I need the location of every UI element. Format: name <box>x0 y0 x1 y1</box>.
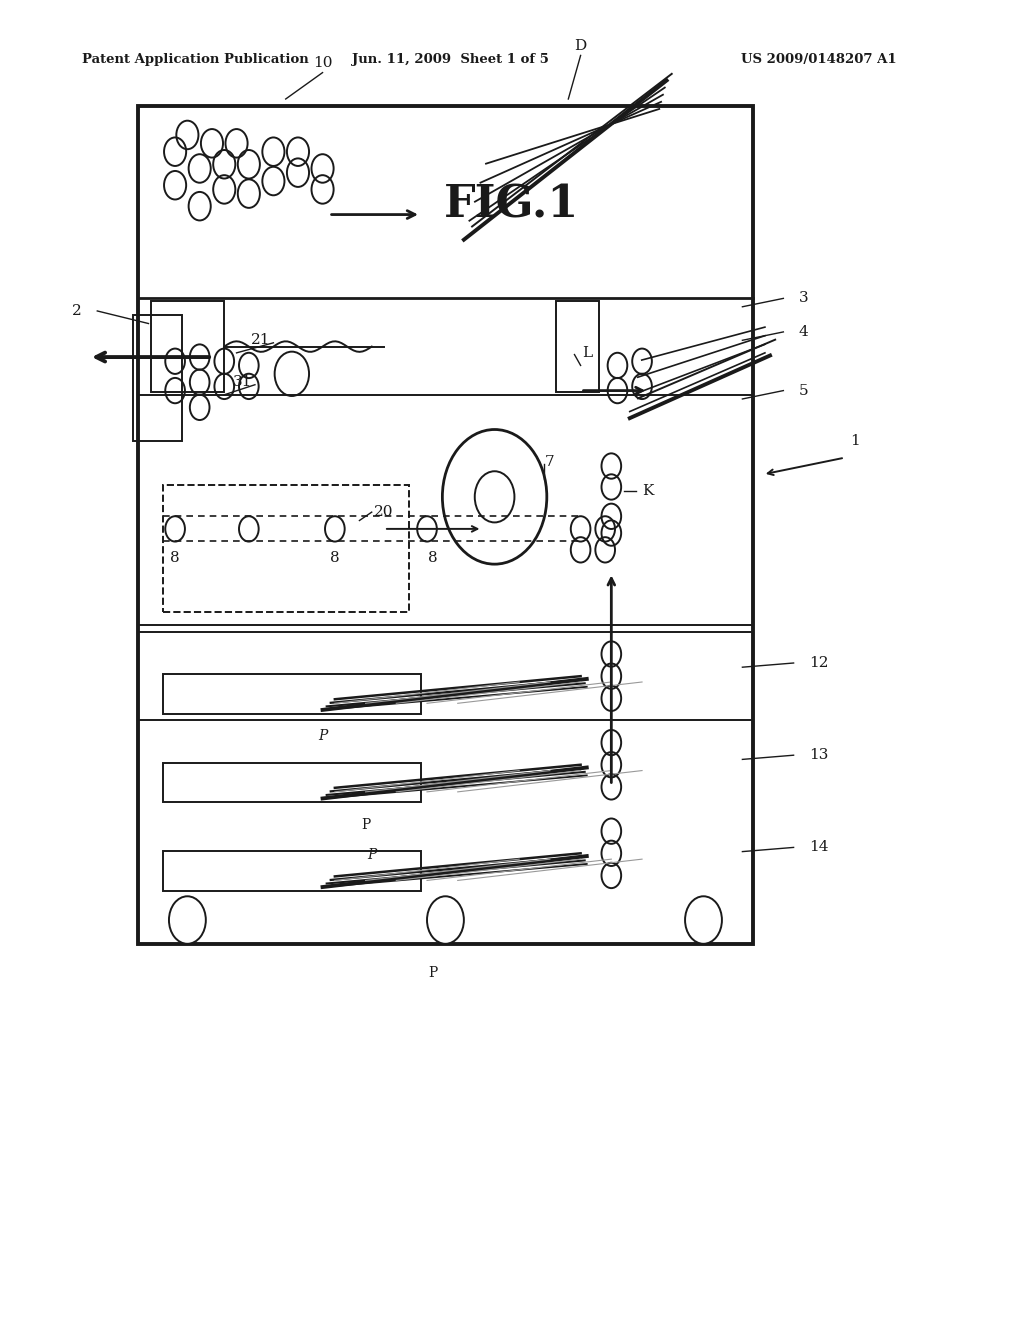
Text: L: L <box>582 346 592 360</box>
Bar <box>163 763 421 803</box>
Text: 3: 3 <box>799 292 809 305</box>
Text: 5: 5 <box>799 384 809 397</box>
Circle shape <box>685 896 722 944</box>
Text: Jun. 11, 2009  Sheet 1 of 5: Jun. 11, 2009 Sheet 1 of 5 <box>352 53 549 66</box>
Circle shape <box>427 896 464 944</box>
Text: K: K <box>642 484 654 498</box>
Text: FIG.1: FIG.1 <box>444 183 580 226</box>
Text: P: P <box>317 729 328 743</box>
Bar <box>163 675 421 714</box>
Text: P: P <box>367 847 377 862</box>
Text: US 2009/0148207 A1: US 2009/0148207 A1 <box>741 53 897 66</box>
Bar <box>163 851 421 891</box>
Text: P: P <box>360 818 371 832</box>
Text: 2: 2 <box>72 304 82 318</box>
Bar <box>163 486 409 612</box>
Text: P: P <box>428 966 438 979</box>
Text: 8: 8 <box>428 552 438 565</box>
Text: 8: 8 <box>330 552 340 565</box>
Text: 13: 13 <box>810 748 828 762</box>
Text: 10: 10 <box>312 57 333 70</box>
Text: 4: 4 <box>799 325 809 339</box>
Text: 8: 8 <box>170 552 180 565</box>
Text: 7: 7 <box>545 455 555 469</box>
Text: Patent Application Publication: Patent Application Publication <box>82 53 308 66</box>
Text: 14: 14 <box>809 841 829 854</box>
Text: 21: 21 <box>251 333 271 347</box>
Bar <box>133 315 182 441</box>
Circle shape <box>169 896 206 944</box>
Text: 20: 20 <box>374 506 394 519</box>
Bar <box>151 301 224 392</box>
Text: 31: 31 <box>233 375 252 389</box>
Bar <box>556 301 599 392</box>
Text: 12: 12 <box>809 656 829 671</box>
Text: 1: 1 <box>850 434 860 447</box>
Text: D: D <box>574 40 587 53</box>
